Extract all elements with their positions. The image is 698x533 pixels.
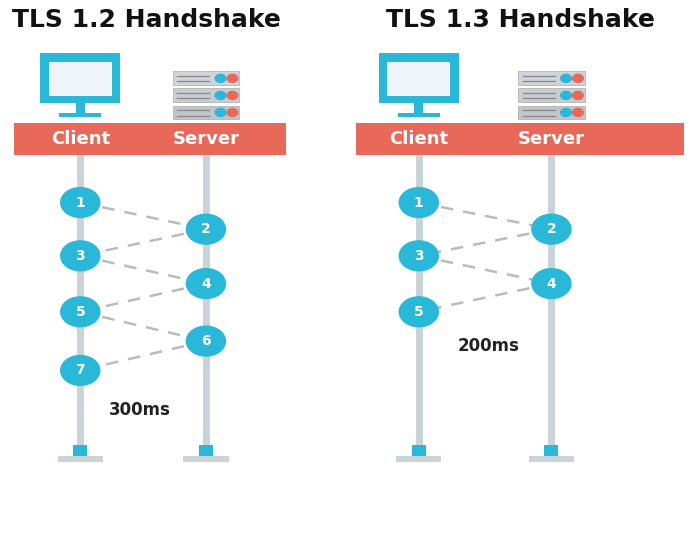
Circle shape (560, 91, 572, 100)
Bar (57, 456, 103, 462)
Circle shape (215, 108, 226, 117)
Bar (356, 123, 684, 155)
Bar (173, 106, 239, 119)
Circle shape (186, 326, 225, 356)
Text: TLS 1.3 Handshake: TLS 1.3 Handshake (385, 8, 655, 32)
Circle shape (532, 214, 571, 244)
Text: 7: 7 (75, 364, 85, 377)
Text: Client: Client (389, 130, 448, 148)
Text: TLS 1.2 Handshake: TLS 1.2 Handshake (12, 8, 281, 32)
Bar (75, 102, 85, 113)
Bar (183, 456, 228, 462)
Circle shape (215, 74, 226, 83)
Bar (518, 88, 584, 102)
Circle shape (572, 91, 584, 100)
Bar (173, 88, 239, 102)
Bar (414, 102, 424, 113)
Circle shape (560, 108, 572, 117)
Bar (529, 456, 574, 462)
Circle shape (399, 297, 438, 327)
Text: 6: 6 (201, 334, 211, 348)
Circle shape (186, 269, 225, 298)
Bar (49, 62, 112, 96)
FancyBboxPatch shape (40, 53, 120, 103)
Text: Client: Client (51, 130, 110, 148)
Circle shape (560, 74, 572, 83)
Circle shape (61, 297, 100, 327)
Circle shape (227, 108, 238, 117)
Text: 5: 5 (75, 305, 85, 319)
Circle shape (186, 214, 225, 244)
Bar (396, 456, 442, 462)
Bar (387, 62, 450, 96)
Bar (518, 106, 584, 119)
Bar (398, 113, 440, 117)
Bar (173, 71, 239, 85)
Text: 5: 5 (414, 305, 424, 319)
Text: 2: 2 (201, 222, 211, 236)
Text: 300ms: 300ms (109, 401, 170, 419)
Circle shape (227, 74, 238, 83)
Text: Server: Server (172, 130, 239, 148)
Bar (14, 123, 286, 155)
Circle shape (61, 241, 100, 271)
Text: 1: 1 (414, 196, 424, 209)
Circle shape (61, 356, 100, 385)
Text: 1: 1 (75, 196, 85, 209)
Circle shape (61, 188, 100, 217)
Bar (59, 113, 101, 117)
Circle shape (399, 241, 438, 271)
Text: 3: 3 (75, 249, 85, 263)
Text: 2: 2 (547, 222, 556, 236)
Text: 3: 3 (414, 249, 424, 263)
Circle shape (572, 74, 584, 83)
Circle shape (215, 91, 226, 100)
FancyBboxPatch shape (379, 53, 459, 103)
Bar (544, 445, 558, 456)
Bar (199, 445, 213, 456)
Text: 4: 4 (547, 277, 556, 290)
Circle shape (572, 108, 584, 117)
Text: Server: Server (518, 130, 585, 148)
Bar (412, 445, 426, 456)
Circle shape (532, 269, 571, 298)
Bar (73, 445, 87, 456)
Circle shape (399, 188, 438, 217)
Text: 4: 4 (201, 277, 211, 290)
Circle shape (227, 91, 238, 100)
Bar (518, 71, 584, 85)
Text: 200ms: 200ms (458, 337, 519, 356)
